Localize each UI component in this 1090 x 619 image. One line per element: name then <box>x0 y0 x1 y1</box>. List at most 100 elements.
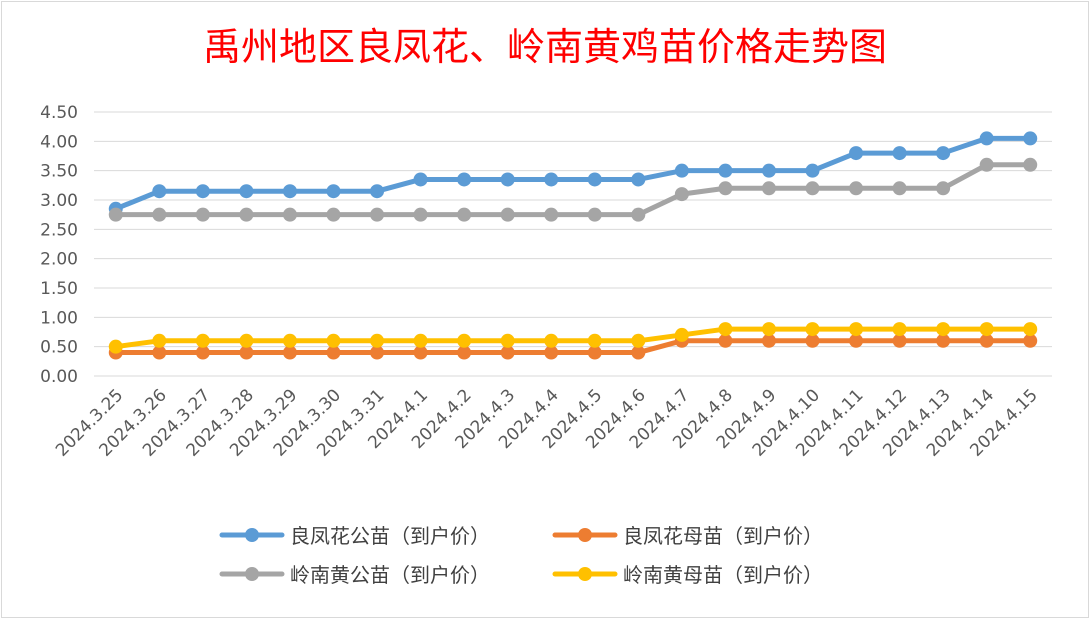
data-point <box>152 333 167 348</box>
data-point <box>239 345 254 360</box>
data-point <box>239 184 254 199</box>
data-point <box>500 345 515 360</box>
y-tick-label: 2.50 <box>40 220 78 240</box>
data-point <box>587 172 602 187</box>
data-point <box>805 181 820 196</box>
data-point <box>195 333 210 348</box>
data-point <box>1023 131 1038 146</box>
data-point <box>587 345 602 360</box>
data-point <box>849 146 864 161</box>
data-point <box>936 333 951 348</box>
data-point <box>326 184 341 199</box>
series-line <box>113 135 1033 212</box>
data-point <box>326 345 341 360</box>
data-point <box>326 333 341 348</box>
data-point <box>544 207 559 222</box>
y-tick-label: 3.00 <box>40 191 78 211</box>
data-point <box>849 333 864 348</box>
data-point <box>631 333 646 348</box>
series-line <box>113 338 1033 356</box>
data-point <box>979 333 994 348</box>
data-point <box>674 163 689 178</box>
data-point <box>413 207 428 222</box>
legend-label: 岭南黄母苗（到户价） <box>623 563 823 587</box>
data-point <box>413 172 428 187</box>
data-point <box>718 181 733 196</box>
data-point <box>979 322 994 337</box>
data-point <box>587 333 602 348</box>
grid-lines <box>94 111 1052 377</box>
series-2 <box>108 157 1038 222</box>
y-tick-label: 0.50 <box>40 338 78 358</box>
data-point <box>370 333 385 348</box>
legend: 良凤花公苗（到户价） 良凤花母苗（到户价） 岭南黄公苗（到户价） 岭南黄母苗（到户价） <box>219 524 823 587</box>
data-point <box>108 339 123 354</box>
data-point <box>457 207 472 222</box>
data-point <box>500 333 515 348</box>
data-point <box>936 322 951 337</box>
data-point <box>108 207 123 222</box>
data-point <box>718 163 733 178</box>
y-tick-label: 4.00 <box>40 132 78 152</box>
legend-swatch-marker <box>245 528 259 542</box>
data-point <box>413 333 428 348</box>
legend-item-3: 岭南黄母苗（到户价） <box>552 563 823 587</box>
data-point <box>936 146 951 161</box>
data-point <box>1023 157 1038 172</box>
legend-swatch-marker <box>578 528 592 542</box>
data-point <box>544 345 559 360</box>
data-point <box>195 345 210 360</box>
data-point <box>544 333 559 348</box>
legend-item-1: 良凤花母苗（到户价） <box>552 524 823 548</box>
y-tick-label: 1.00 <box>40 308 78 328</box>
data-point <box>457 333 472 348</box>
data-point <box>805 322 820 337</box>
series-lines <box>108 131 1038 360</box>
data-point <box>152 184 167 199</box>
data-point <box>718 322 733 337</box>
legend-swatch-marker <box>245 567 259 581</box>
legend-label: 良凤花公苗（到户价） <box>290 524 490 548</box>
y-tick-label: 2.00 <box>40 250 78 270</box>
legend-label: 岭南黄公苗（到户价） <box>290 563 490 587</box>
data-point <box>326 207 341 222</box>
legend-label: 良凤花母苗（到户价） <box>623 524 823 548</box>
y-tick-label: 3.50 <box>40 162 78 182</box>
data-point <box>152 345 167 360</box>
data-point <box>674 327 689 342</box>
data-point <box>849 322 864 337</box>
data-point <box>195 184 210 199</box>
data-point <box>892 333 907 348</box>
data-point <box>892 322 907 337</box>
y-tick-label: 0.00 <box>40 367 78 387</box>
y-tick-label: 1.50 <box>40 279 78 299</box>
data-point <box>370 184 385 199</box>
data-point <box>152 207 167 222</box>
series-3 <box>108 322 1038 354</box>
y-tick-label: 4.50 <box>40 103 78 123</box>
chart-title: 禹州地区良凤花、岭南黄鸡苗价格走势图 <box>203 25 887 69</box>
data-point <box>195 207 210 222</box>
data-point <box>239 333 254 348</box>
data-point <box>500 172 515 187</box>
data-point <box>500 207 515 222</box>
data-point <box>805 333 820 348</box>
data-point <box>1023 333 1038 348</box>
x-axis-ticks: 2024.3.252024.3.262024.3.272024.3.282024… <box>52 385 1042 460</box>
series-0 <box>108 131 1038 216</box>
data-point <box>457 345 472 360</box>
data-point <box>849 181 864 196</box>
data-point <box>413 345 428 360</box>
data-point <box>1023 322 1038 337</box>
data-point <box>544 172 559 187</box>
data-point <box>631 207 646 222</box>
data-point <box>761 322 776 337</box>
data-point <box>282 345 297 360</box>
data-point <box>282 207 297 222</box>
data-point <box>370 207 385 222</box>
data-point <box>631 172 646 187</box>
data-point <box>587 207 602 222</box>
series-line <box>113 162 1033 218</box>
data-point <box>805 163 820 178</box>
